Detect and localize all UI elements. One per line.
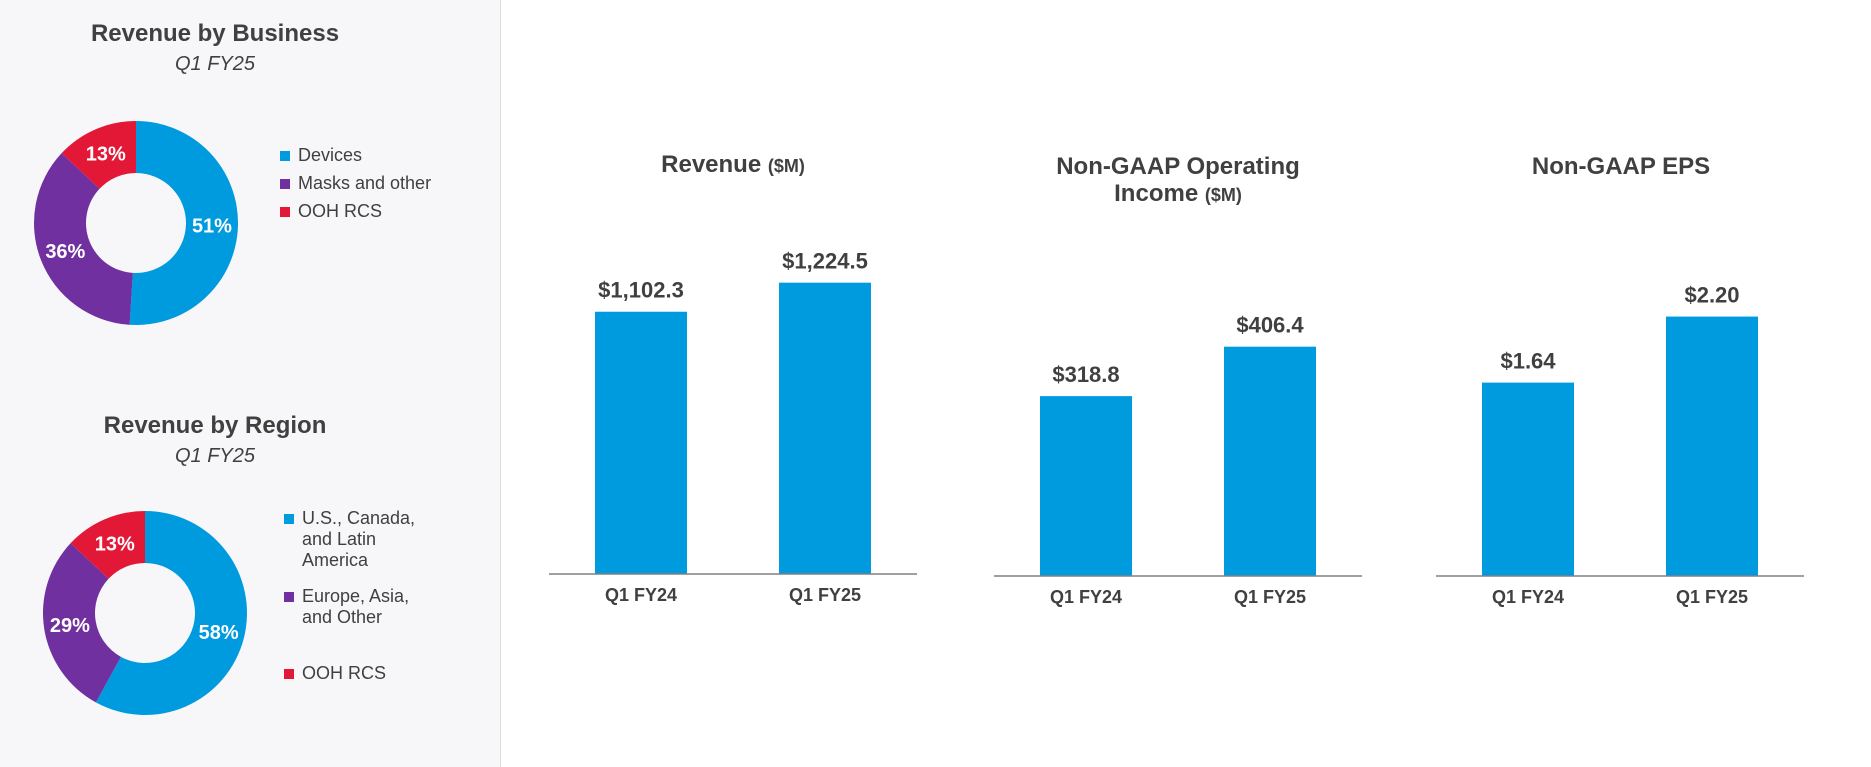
business-legend: Devices Masks and other OOH RCS [280,145,468,222]
x-tick-label: Q1 FY25 [1234,587,1306,607]
op-income-chart-title: Non-GAAP Operating Income ($M) [1038,153,1318,209]
donut-slice [95,511,247,715]
bar-value-label: $2.20 [1684,283,1739,308]
donut-slice-label: 29% [50,615,90,637]
business-donut-chart: 51% 36% 13% [34,121,239,325]
donut-slice [70,511,145,579]
legend-swatch-devices [280,151,290,161]
bar-value-label: $1,224.5 [782,249,868,274]
eps-chart-title: Non-GAAP EPS [1481,153,1761,180]
x-tick-label: Q1 FY25 [789,585,861,605]
legend-item-ooh-rcs: OOH RCS [280,201,468,222]
donut-slice-label: 58% [199,622,239,644]
donut-slice-label: 13% [86,143,126,165]
legend-label: U.S., Canada, and Latin America [302,508,416,570]
x-tick-label: Q1 FY25 [1676,587,1748,607]
bar [1666,316,1758,576]
legend-swatch-americas [284,514,294,524]
bar-value-label: $1,102.3 [598,278,684,303]
legend-label: Devices [298,145,363,165]
bar-value-label: $1.64 [1500,349,1556,374]
bar [595,311,687,574]
op-income-title-text: Non-GAAP Operating Income [1056,153,1300,207]
x-tick-label: Q1 FY24 [1492,587,1564,607]
x-tick-label: Q1 FY24 [1050,587,1122,607]
legend-label: Masks and other [298,173,432,193]
x-tick-label: Q1 FY24 [605,585,677,605]
eps-title-text: Non-GAAP EPS [1531,153,1711,180]
legend-swatch-ooh-rcs-region [284,669,294,679]
legend-item-europe-asia: Europe, Asia, and Other [284,586,437,628]
bar [1224,346,1316,576]
op-income-title-unit: ($M) [1204,185,1242,205]
left-panel: Revenue by Business Q1 FY25 51% 36% 13% De… [0,0,501,767]
bar [1482,382,1574,576]
donut-slice-label: 51% [192,215,232,237]
bar [1040,396,1132,576]
legend-label: OOH RCS [298,201,383,221]
business-chart-title: Revenue by Business [90,20,340,47]
legend-swatch-europe-asia [284,592,294,602]
region-chart-title: Revenue by Region [103,412,327,439]
legend-swatch-ooh-rcs [280,207,290,217]
donut-slice-label: 36% [45,241,85,263]
legend-item-ooh-rcs-region: OOH RCS [284,663,437,684]
bar-value-label: $318.8 [1052,362,1119,387]
revenue-title-text: Revenue [661,151,762,178]
revenue-chart-title: Revenue ($M) [593,151,873,180]
region-donut-chart: 58% 29% 13% [42,511,247,715]
legend-swatch-masks [280,179,290,189]
donut-slice [42,543,121,703]
region-legend: U.S., Canada, and Latin America Europe, … [284,508,437,684]
revenue-title-unit: ($M) [767,156,805,176]
region-chart-subtitle: Q1 FY25 [174,445,256,467]
donut-slice [34,153,133,325]
donut-slice [61,121,136,189]
legend-item-americas: U.S., Canada, and Latin America [284,508,437,571]
donut-slice-label: 13% [95,533,135,555]
business-chart-subtitle: Q1 FY25 [174,53,256,75]
legend-item-devices: Devices [280,145,468,166]
bar-value-label: $406.4 [1236,313,1304,338]
donut-slice [129,121,239,325]
bar [779,282,871,574]
legend-label: OOH RCS [302,663,387,683]
legend-item-masks: Masks and other [280,173,468,194]
legend-label: Europe, Asia, and Other [302,586,410,627]
